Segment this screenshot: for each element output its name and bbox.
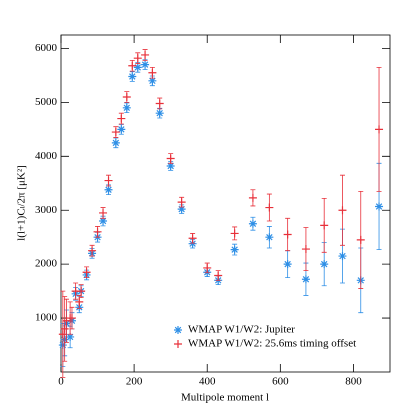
data-point [141, 50, 150, 59]
y-tick-label: 6000 [35, 42, 58, 54]
data-point [58, 330, 67, 339]
x-tick-label: 0 [58, 376, 64, 388]
data-point [230, 229, 239, 238]
data-point [356, 235, 365, 244]
data-point [111, 128, 120, 137]
legend-label: WMAP W1/W2: Jupiter [188, 324, 295, 336]
data-point [283, 260, 292, 269]
y-tick-label: 1000 [35, 312, 58, 324]
data-point [99, 217, 108, 226]
data-point [117, 114, 126, 123]
x-axis-label: Multipole moment l [181, 392, 269, 404]
data-point [141, 60, 150, 69]
data-point [111, 138, 120, 147]
y-tick-label: 5000 [35, 96, 58, 108]
data-point [148, 68, 157, 77]
data-point [104, 185, 113, 194]
data-point [320, 221, 329, 230]
data-point [265, 233, 274, 242]
y-tick-label: 3000 [35, 204, 58, 216]
data-point [128, 72, 137, 81]
plot-frame [60, 34, 391, 373]
data-point [203, 263, 212, 272]
data-point [301, 275, 310, 284]
data-point [214, 271, 223, 280]
x-tick-label: 800 [345, 376, 362, 388]
data-point [166, 162, 175, 171]
data-point [166, 154, 175, 163]
data-point [338, 252, 347, 261]
x-tick-label: 400 [199, 376, 216, 388]
data-point [93, 227, 102, 236]
data-point [338, 206, 347, 215]
data-point [320, 260, 329, 269]
data-point [67, 314, 76, 323]
data-point [188, 234, 197, 243]
data-point [122, 103, 131, 112]
data-point [230, 245, 239, 254]
data-point [283, 230, 292, 239]
data-point [177, 198, 186, 207]
data-point [128, 61, 137, 70]
data-point [248, 193, 257, 202]
data-point [375, 125, 384, 134]
y-axis-label: l(l+1)Cₗ/2π [μK²] [16, 165, 28, 241]
data-point [99, 208, 108, 217]
data-point [301, 245, 310, 254]
x-tick-label: 600 [272, 376, 289, 388]
data-point [248, 219, 257, 228]
data-point [117, 125, 126, 134]
legend-marker [174, 340, 182, 348]
data-point [133, 54, 142, 63]
y-tick-label: 2000 [35, 258, 58, 270]
data-point [265, 203, 274, 212]
data-point [60, 324, 69, 333]
data-point [133, 63, 142, 72]
data-point [155, 99, 164, 108]
x-tick-label: 200 [126, 376, 143, 388]
data-point [75, 297, 84, 306]
data-point [82, 268, 91, 277]
data-point [155, 109, 164, 118]
data-point [104, 176, 113, 185]
data-point [122, 93, 131, 102]
data-point [66, 332, 75, 341]
legend-label: WMAP W1/W2: 25.6ms timing offset [188, 338, 356, 350]
data-point [188, 239, 197, 248]
data-point [148, 76, 157, 85]
data-point [375, 202, 384, 211]
y-tick-label: 4000 [35, 150, 58, 162]
data-point [88, 246, 97, 255]
data-point [177, 205, 186, 214]
legend-marker [174, 326, 182, 334]
data-point [77, 287, 86, 296]
